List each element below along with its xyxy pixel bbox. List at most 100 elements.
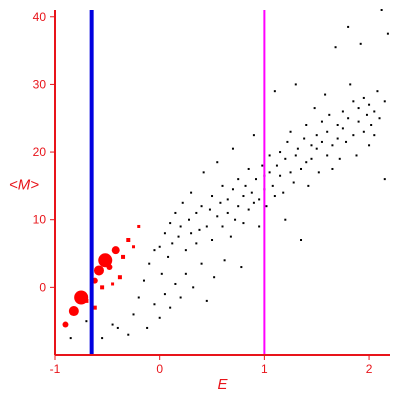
data-point <box>226 211 229 214</box>
highlight-point <box>92 305 97 310</box>
highlight-point <box>111 282 115 286</box>
data-point <box>198 228 201 231</box>
data-point <box>85 320 88 323</box>
data-point <box>368 103 371 106</box>
data-point <box>326 130 329 133</box>
data-point <box>305 124 308 126</box>
highlight-point <box>62 321 69 328</box>
data-point <box>223 259 226 262</box>
data-point <box>116 326 119 329</box>
data-point <box>244 184 247 187</box>
data-point <box>282 191 285 194</box>
data-point <box>386 32 389 35</box>
data-point <box>268 171 271 174</box>
data-point <box>341 127 344 130</box>
data-point <box>127 333 130 336</box>
data-point <box>275 164 278 167</box>
highlight-point <box>137 224 141 228</box>
x-tick-label: 0 <box>156 362 163 376</box>
data-point <box>310 144 313 147</box>
data-point <box>195 211 198 214</box>
data-point <box>305 161 308 164</box>
data-point <box>362 96 365 99</box>
data-point <box>169 306 172 309</box>
data-point <box>146 326 149 329</box>
data-point <box>383 100 386 103</box>
data-point <box>221 184 224 187</box>
highlight-point <box>84 298 89 303</box>
data-point <box>359 42 362 45</box>
data-point <box>355 154 358 157</box>
data-point <box>284 157 287 160</box>
data-point <box>171 242 174 245</box>
data-point <box>313 107 316 110</box>
data-point <box>303 137 306 140</box>
data-point <box>188 218 190 221</box>
data-point <box>160 272 163 275</box>
data-point <box>202 171 205 174</box>
data-point <box>169 222 172 225</box>
data-point <box>234 218 237 221</box>
data-point <box>320 120 323 123</box>
data-point <box>347 117 350 120</box>
y-tick-label: 40 <box>33 10 47 24</box>
data-point <box>268 154 271 157</box>
data-point <box>148 262 151 265</box>
data-point <box>324 93 327 96</box>
data-point <box>255 178 257 181</box>
data-point <box>331 144 334 147</box>
data-point <box>184 249 187 252</box>
data-point <box>179 296 182 299</box>
data-point <box>347 25 350 28</box>
data-point <box>211 239 214 241</box>
data-point <box>286 140 289 143</box>
data-point <box>368 144 371 147</box>
data-point <box>294 154 297 157</box>
y-tick-label: 20 <box>33 145 47 159</box>
y-tick-label: 0 <box>39 280 46 294</box>
data-point <box>179 225 182 228</box>
data-point <box>163 293 166 296</box>
highlight-point <box>93 265 104 276</box>
data-points <box>62 9 389 340</box>
data-point <box>365 113 368 116</box>
data-point <box>284 218 287 221</box>
highlight-point <box>100 285 105 290</box>
data-point <box>247 167 250 170</box>
x-tick-label: -1 <box>50 362 61 376</box>
data-point <box>69 337 72 340</box>
data-point <box>181 201 184 204</box>
data-point <box>336 137 339 140</box>
data-point <box>300 239 303 241</box>
data-point <box>352 100 355 103</box>
data-point <box>258 225 261 228</box>
data-point <box>226 198 229 201</box>
data-point <box>378 117 381 120</box>
highlight-point <box>132 245 136 249</box>
data-point <box>326 154 329 157</box>
data-point <box>137 296 140 299</box>
data-point <box>341 110 344 113</box>
data-point <box>216 215 219 218</box>
data-point <box>261 164 264 167</box>
highlight-point <box>98 253 113 268</box>
data-point <box>153 303 156 306</box>
data-point <box>252 134 255 137</box>
data-point <box>373 134 376 137</box>
data-point <box>271 184 274 187</box>
data-point <box>376 90 379 93</box>
data-point <box>219 201 222 204</box>
vertical-marker-lines <box>89 10 266 355</box>
data-point <box>240 266 243 269</box>
data-point <box>315 147 318 150</box>
data-point <box>294 83 297 86</box>
data-point <box>250 191 253 194</box>
data-point <box>380 9 383 11</box>
axes <box>54 10 390 356</box>
data-point <box>158 245 161 248</box>
data-point <box>208 208 211 211</box>
highlight-point <box>121 254 126 259</box>
data-point <box>111 323 114 326</box>
data-point <box>205 225 208 228</box>
data-point <box>258 198 261 201</box>
